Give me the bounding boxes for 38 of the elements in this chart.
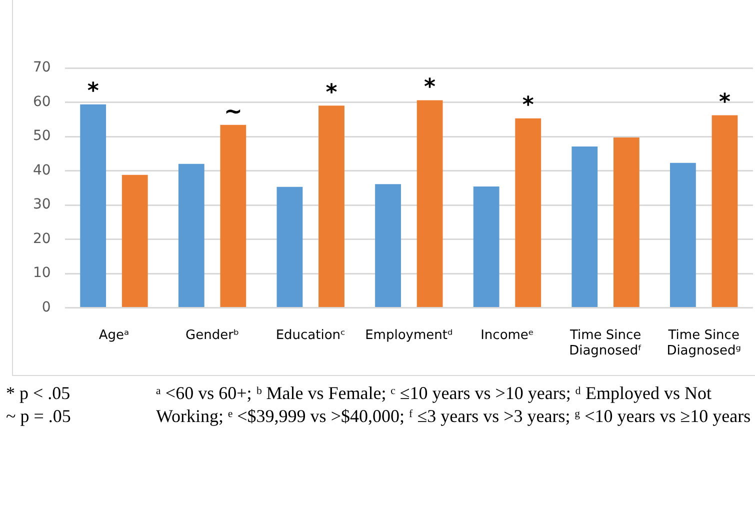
x-tick-label: Incomeᵉ — [480, 328, 534, 343]
bar — [80, 104, 106, 308]
y-tick-label: 10 — [32, 265, 51, 282]
bar — [572, 146, 598, 308]
text: ᵃ <60 vs 60+; ᵇ Male vs Female; ᶜ ≤10 years vs >10 years; ᵈ Employed vs Not Working; ᵉ <$39,999 vs >$40,000; ᶠ ≤3 years vs >3 years; ᵍ <10 years vs ≥10 years — [156, 382, 751, 428]
bar — [318, 106, 344, 308]
bar — [416, 100, 443, 308]
x-tick-label: Time Since Diagnosedᵍ — [666, 328, 742, 359]
bar — [375, 184, 401, 308]
data-label: * — [718, 90, 731, 115]
data-label: * — [424, 74, 436, 100]
data-label: * — [87, 79, 100, 104]
x-tick-label: Ageᵃ — [98, 328, 130, 343]
data-label: ~ — [224, 100, 242, 125]
bar — [515, 118, 542, 308]
text: ~ p = .05 — [6, 405, 72, 428]
x-tick-label: Educationᶜ — [276, 328, 346, 343]
x-tick-label: Time Since Diagnosedᶠ — [568, 328, 642, 359]
bar — [276, 186, 303, 308]
y-tick-label: 50 — [32, 128, 51, 144]
data-label: * — [522, 93, 534, 118]
y-tick-label: 40 — [32, 162, 51, 178]
y-tick-label: 20 — [32, 230, 51, 247]
text: * p < .05 — [6, 382, 72, 405]
bar — [712, 115, 738, 308]
y-tick-label: 60 — [32, 94, 51, 110]
bar — [473, 186, 500, 308]
y-tick-label: 0 — [42, 299, 51, 316]
x-tick-label: Genderᵇ — [186, 328, 240, 343]
bar — [220, 124, 246, 308]
bar — [122, 174, 148, 308]
y-tick-label: 30 — [32, 196, 51, 213]
data-label: * — [326, 80, 338, 106]
y-tick-label: 70 — [32, 60, 51, 76]
bar — [613, 138, 640, 308]
bar — [670, 162, 696, 308]
x-tick-label: Employmentᵈ — [365, 328, 453, 343]
bar — [178, 164, 204, 308]
